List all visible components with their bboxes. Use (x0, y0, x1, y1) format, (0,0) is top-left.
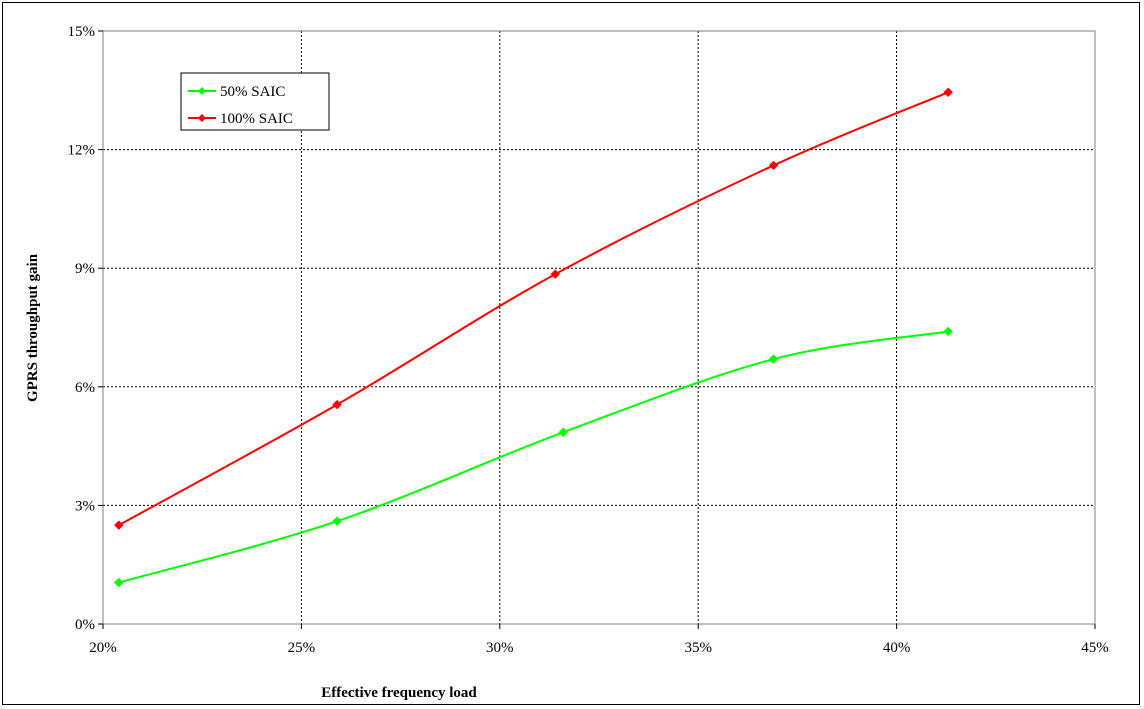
legend-swatch-marker (198, 114, 206, 122)
legend-swatch-marker (198, 87, 206, 95)
legend-label: 50% SAIC (220, 84, 285, 100)
series-100-saic (114, 87, 953, 530)
x-tick-label: 25% (288, 640, 316, 656)
legend-box (180, 72, 330, 131)
y-axis-title: GPRS throughput gain (25, 253, 41, 402)
y-tick-label: 9% (75, 261, 95, 277)
series-line-50-saic (118, 330, 949, 584)
data-point (114, 577, 124, 588)
y-tick-label: 3% (75, 498, 95, 514)
y-tick-label: 15% (68, 24, 96, 40)
x-tick-label: 20% (89, 640, 117, 656)
plot-area (102, 30, 1096, 625)
x-axis-title: Effective frequency load (321, 685, 477, 701)
series-line-100-saic (118, 91, 949, 527)
x-axis-ticks: 20% 25% 30% 35% 40% 45% (89, 624, 1109, 656)
data-point (558, 427, 568, 437)
grid-layer (103, 31, 1095, 624)
data-point (550, 269, 561, 279)
legend: 50% SAIC 100% SAIC (180, 72, 330, 131)
series-layer (114, 87, 953, 588)
data-point (943, 326, 953, 337)
data-point (943, 87, 953, 97)
data-point (768, 354, 779, 364)
y-axis-ticks: 0% 3% 6% 9% 12% 15% (68, 24, 103, 633)
y-tick-label: 0% (75, 617, 95, 633)
y-tick-label: 12% (68, 143, 96, 159)
data-point (332, 516, 342, 526)
x-tick-label: 40% (883, 640, 911, 656)
data-point (114, 520, 124, 530)
x-tick-label: 35% (684, 640, 712, 656)
data-point (332, 399, 342, 410)
y-tick-label: 6% (75, 380, 95, 396)
series-50-saic (114, 326, 953, 588)
data-point (768, 160, 779, 171)
x-tick-label: 30% (486, 640, 514, 656)
x-tick-label: 45% (1081, 640, 1109, 656)
legend-label: 100% SAIC (220, 111, 293, 127)
